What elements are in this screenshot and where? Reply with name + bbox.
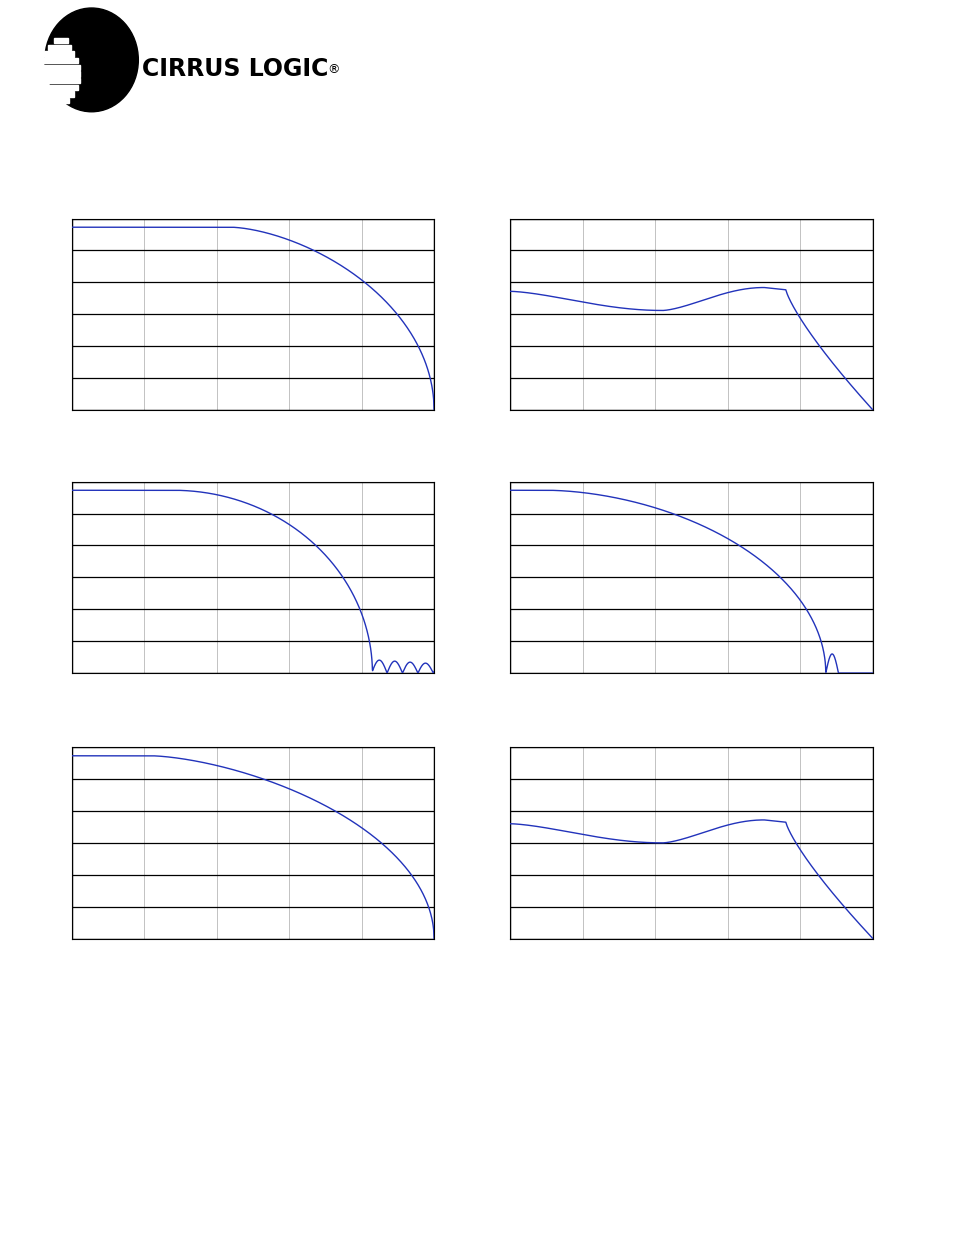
Bar [41, 85, 77, 90]
Bar [46, 105, 64, 110]
Bar [42, 58, 77, 63]
Text: CIRRUS LOGIC: CIRRUS LOGIC [141, 57, 328, 82]
Bar [54, 38, 68, 43]
Bar [40, 64, 79, 70]
Text: ®: ® [327, 63, 339, 75]
Bar [40, 78, 80, 83]
Bar [39, 72, 80, 77]
Bar [48, 44, 71, 49]
Bar [44, 52, 74, 57]
Bar [44, 98, 69, 104]
Bar [42, 91, 73, 96]
Ellipse shape [45, 7, 138, 112]
